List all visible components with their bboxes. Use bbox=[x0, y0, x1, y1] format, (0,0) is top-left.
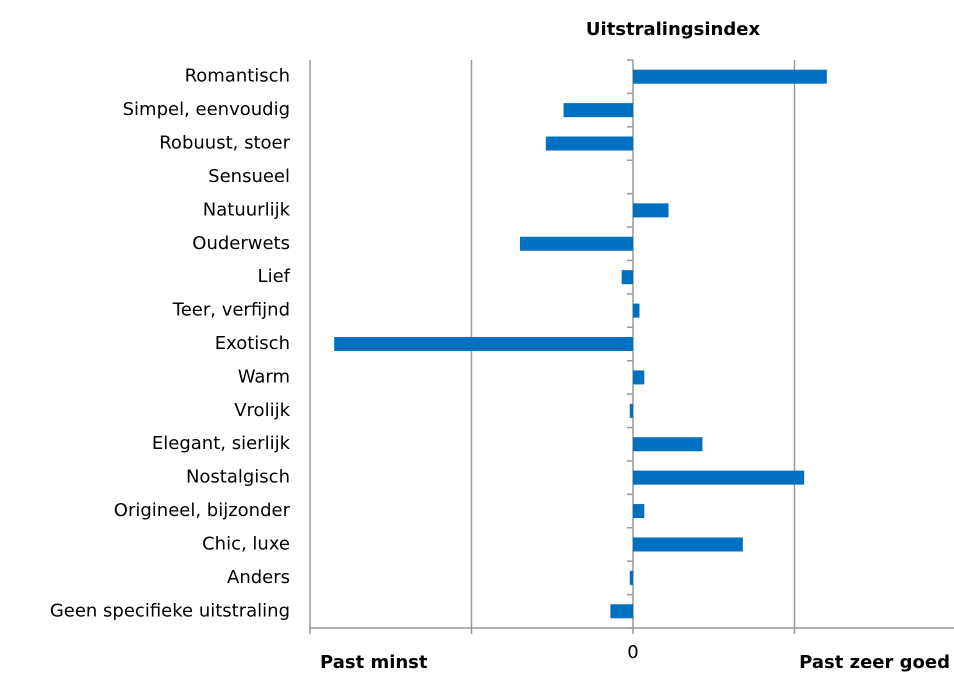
chart-title: Uitstralingsindex bbox=[586, 19, 761, 40]
y-tick-label: Origineel, bijzonder bbox=[114, 500, 291, 521]
y-tick-label: Warm bbox=[238, 366, 290, 387]
y-tick-label: Sensueel bbox=[208, 166, 290, 187]
bar bbox=[545, 136, 633, 151]
bar bbox=[621, 270, 633, 285]
y-tick-label: Natuurlijk bbox=[203, 199, 291, 220]
y-tick-label: Teer, verfijnd bbox=[172, 300, 290, 321]
bar bbox=[633, 69, 827, 84]
y-tick-label: Vrolijk bbox=[234, 400, 290, 421]
y-tick-label: Robuust, stoer bbox=[159, 133, 290, 154]
y-tick-label: Chic, luxe bbox=[202, 533, 290, 554]
y-tick-label: Geen specifieke uitstraling bbox=[50, 600, 290, 621]
bar bbox=[563, 103, 633, 118]
x-label-right: Past zeer goed bbox=[799, 652, 950, 673]
bar bbox=[633, 303, 640, 318]
bar bbox=[334, 337, 633, 351]
y-tick-label: Ouderwets bbox=[192, 233, 290, 254]
bar bbox=[633, 504, 645, 519]
bar bbox=[629, 403, 633, 418]
bar bbox=[633, 370, 645, 385]
bar bbox=[629, 570, 633, 585]
y-tick-label: Romantisch bbox=[185, 66, 290, 87]
bar bbox=[633, 537, 743, 552]
bar bbox=[519, 236, 633, 251]
bar bbox=[610, 604, 633, 619]
bar bbox=[633, 203, 669, 218]
y-tick-label: Lief bbox=[258, 266, 291, 287]
bar bbox=[633, 437, 703, 452]
y-tick-label: Nostalgisch bbox=[186, 467, 290, 488]
x-tick-label: 0 bbox=[627, 642, 638, 663]
x-label-left: Past minst bbox=[320, 652, 428, 673]
y-tick-label: Exotisch bbox=[215, 333, 290, 354]
y-tick-label: Simpel, eenvoudig bbox=[123, 99, 290, 120]
y-tick-label: Elegant, sierlijk bbox=[152, 433, 291, 454]
bar bbox=[633, 470, 805, 485]
y-tick-label: Anders bbox=[227, 567, 290, 588]
